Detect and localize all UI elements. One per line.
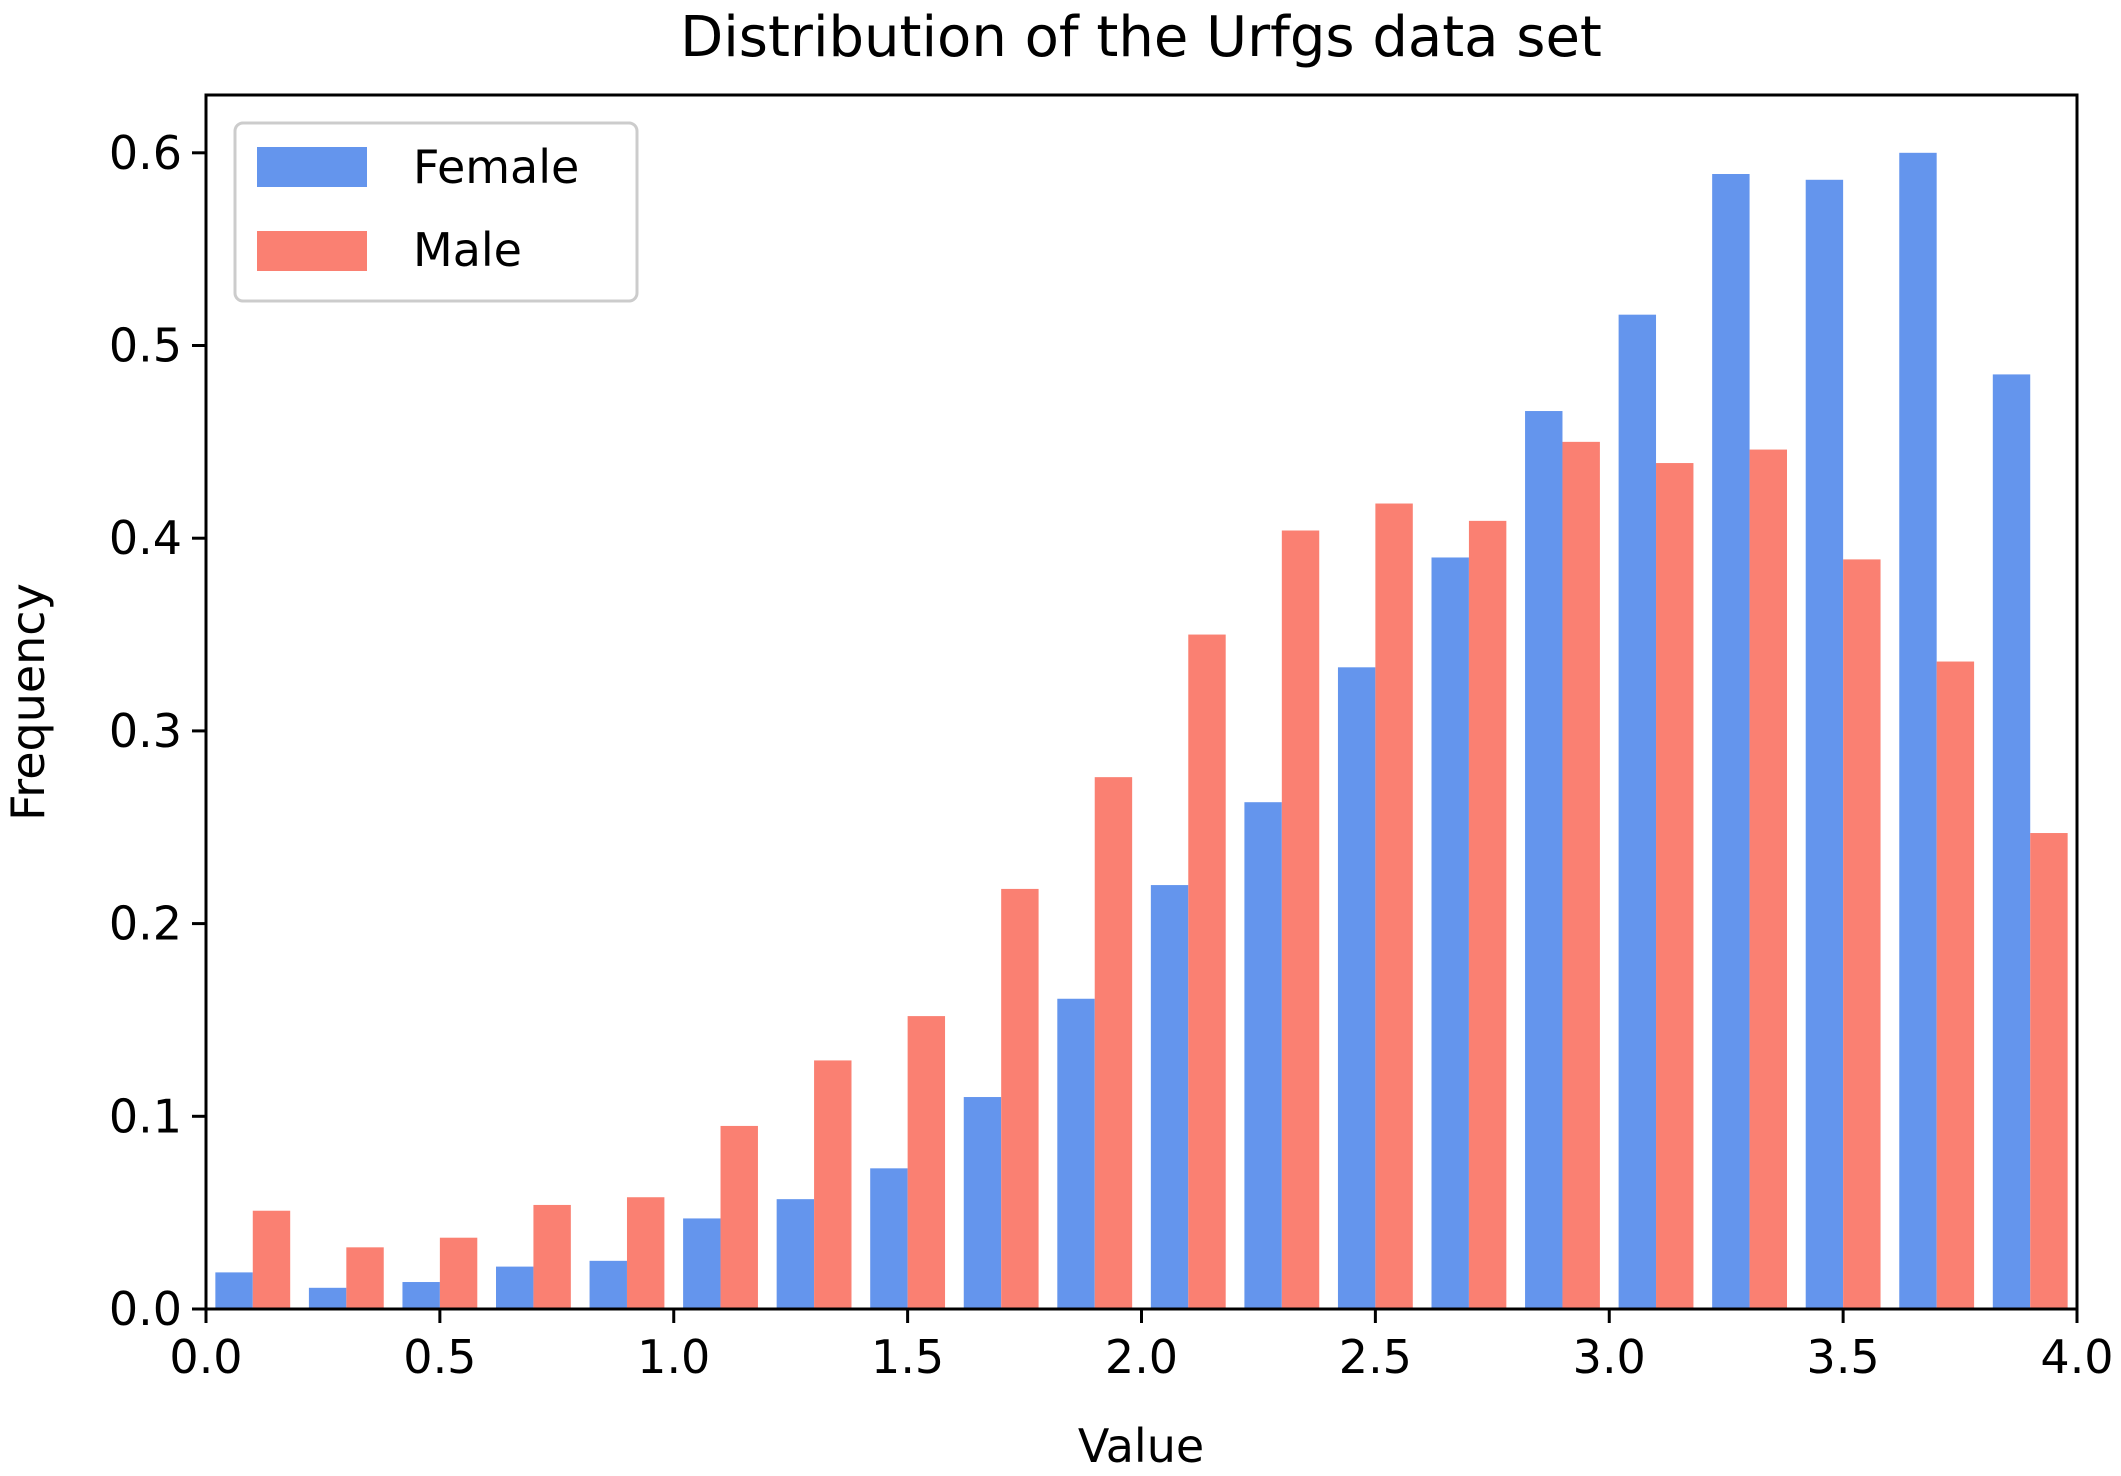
bar-female-7	[870, 1168, 908, 1309]
x-tick-label: 1.0	[637, 1330, 710, 1384]
bar-female-6	[776, 1199, 815, 1309]
bar-male-12	[1375, 503, 1413, 1309]
bar-male-10	[1188, 634, 1226, 1309]
bar-male-11	[1281, 530, 1320, 1309]
bar-male-15	[1656, 463, 1694, 1309]
bar-female-1	[308, 1287, 347, 1309]
legend-label-male: Male	[413, 223, 522, 277]
bar-female-4	[589, 1260, 627, 1309]
x-tick-label: 1.5	[871, 1330, 944, 1384]
bar-male-3	[533, 1204, 571, 1309]
bars-group	[215, 152, 2068, 1310]
legend-swatch-male	[257, 231, 367, 271]
bar-male-4	[626, 1197, 665, 1309]
x-tick-label: 3.5	[1807, 1330, 1880, 1384]
x-tick-label: 4.0	[2040, 1330, 2113, 1384]
bar-male-5	[720, 1125, 758, 1309]
bar-female-19	[1992, 374, 2031, 1309]
bar-male-19	[2030, 833, 2068, 1309]
legend: Female Male	[233, 121, 639, 303]
y-tick-label: 0.2	[109, 897, 182, 951]
bar-male-7	[907, 1016, 946, 1309]
bar-female-5	[683, 1218, 721, 1309]
y-tick-label: 0.5	[109, 319, 182, 373]
bar-female-13	[1431, 557, 1469, 1309]
bar-female-10	[1150, 885, 1189, 1309]
bar-female-3	[496, 1266, 534, 1309]
bar-male-9	[1094, 777, 1133, 1309]
bar-female-17	[1805, 179, 1844, 1309]
bar-female-9	[1057, 998, 1095, 1309]
y-tick-label: 0.1	[109, 1089, 182, 1143]
bar-female-14	[1525, 411, 1563, 1309]
y-tick-label: 0.3	[109, 704, 182, 758]
bar-female-0	[215, 1272, 253, 1309]
x-axis-title: Value	[1078, 1419, 1204, 1473]
bar-female-2	[402, 1282, 440, 1309]
x-tick-label: 0.5	[403, 1330, 476, 1384]
bar-female-18	[1899, 152, 1937, 1309]
x-tick-label: 2.0	[1105, 1330, 1178, 1384]
x-axis-ticks: 0.0 0.5 1.0 1.5 2.0 2.5 3.0 3.5 4.0	[169, 1309, 2114, 1384]
bar-male-17	[1843, 559, 1881, 1309]
x-tick-label: 2.5	[1339, 1330, 1412, 1384]
bar-female-8	[963, 1097, 1002, 1309]
bar-male-18	[1936, 661, 1975, 1309]
y-axis-ticks: 0.0 0.1 0.2 0.3 0.4 0.5 0.6	[109, 126, 206, 1336]
bar-male-16	[1749, 449, 1787, 1310]
legend-swatch-female	[257, 147, 367, 187]
bar-female-11	[1244, 802, 1282, 1309]
x-tick-label: 3.0	[1573, 1330, 1646, 1384]
bar-male-2	[439, 1237, 478, 1309]
chart-title: Distribution of the Urfgs data set	[680, 5, 1602, 70]
y-axis-title: Frequency	[1, 583, 55, 821]
y-tick-label: 0.6	[109, 126, 182, 180]
bar-male-0	[252, 1210, 291, 1309]
bar-female-15	[1618, 314, 1657, 1310]
bar-female-16	[1712, 174, 1750, 1309]
x-tick-label: 0.0	[169, 1330, 242, 1384]
bar-male-1	[346, 1247, 384, 1309]
plot-area-frame	[204, 93, 2079, 1311]
bar-male-14	[1562, 441, 1600, 1309]
legend-label-female: Female	[413, 140, 579, 194]
y-tick-label: 0.4	[109, 511, 182, 565]
bar-female-12	[1337, 667, 1376, 1309]
y-tick-label: 0.0	[109, 1282, 182, 1336]
bar-male-13	[1468, 520, 1507, 1309]
bar-male-6	[814, 1060, 852, 1309]
bar-male-8	[1001, 888, 1039, 1309]
